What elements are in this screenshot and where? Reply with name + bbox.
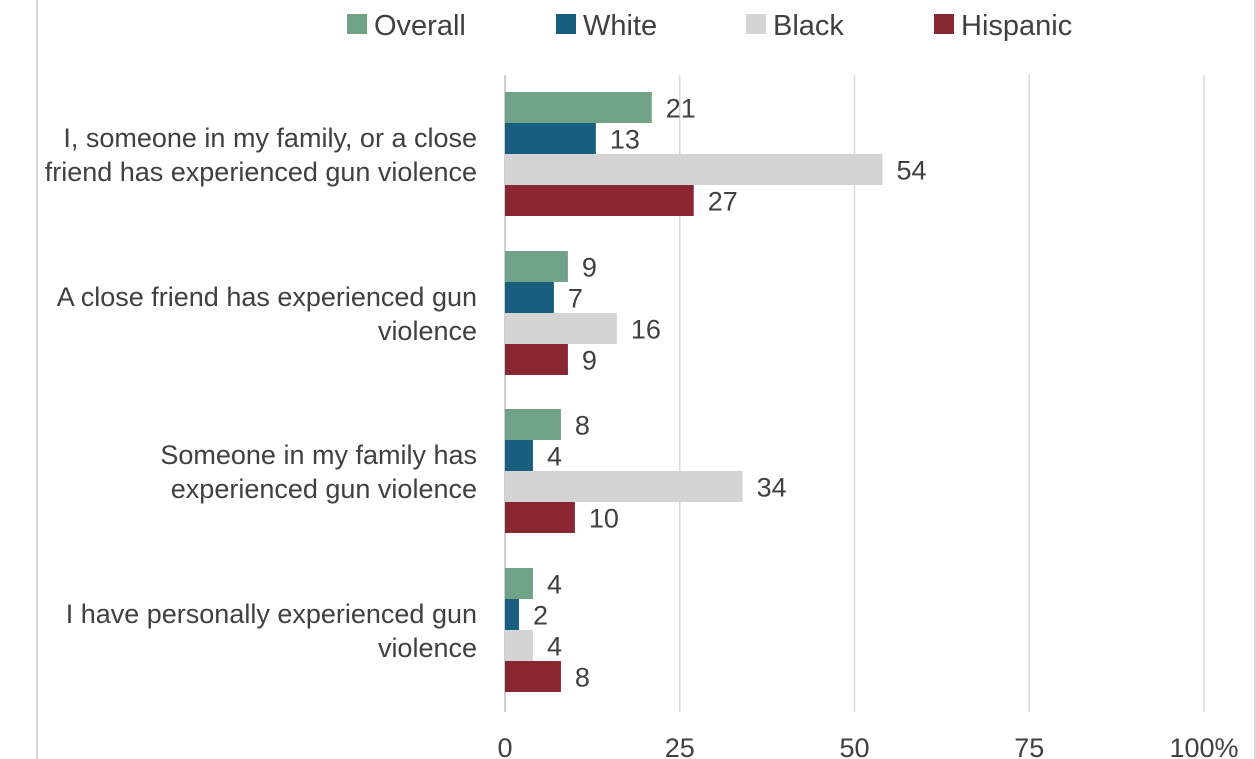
legend-swatch — [556, 14, 576, 34]
legend-item-black: Black — [746, 10, 844, 42]
legend: Overall White Black Hispanic — [347, 10, 1072, 42]
x-tick-label: 0 — [497, 733, 512, 759]
bar-white — [505, 440, 533, 471]
category-label: A close friend has experienced gun violen… — [57, 282, 477, 346]
bar-overall — [505, 409, 561, 440]
bar-hispanic — [505, 661, 561, 692]
data-label: 2 — [533, 601, 548, 631]
legend-label: White — [583, 10, 657, 42]
bar-overall — [505, 568, 533, 599]
data-label: 21 — [666, 94, 696, 124]
x-tick-label: 25 — [665, 733, 695, 759]
data-label: 10 — [589, 504, 619, 534]
data-label: 4 — [547, 632, 562, 662]
category-labels: I, someone in my family, or a close frien… — [45, 123, 477, 663]
bar-white — [505, 123, 596, 154]
bar-black — [505, 630, 533, 661]
tick-labels: 0 25 50 75 100% — [497, 733, 1238, 759]
legend-item-overall: Overall — [347, 10, 466, 42]
bar-hispanic — [505, 185, 694, 216]
data-label: 8 — [575, 411, 590, 441]
data-label: 4 — [547, 442, 562, 472]
legend-label: Overall — [374, 10, 466, 42]
bar-hispanic — [505, 344, 568, 375]
data-label: 16 — [631, 315, 661, 345]
bar-overall — [505, 251, 568, 282]
data-label: 27 — [708, 187, 738, 217]
legend-swatch — [934, 14, 954, 34]
data-label: 8 — [575, 663, 590, 693]
data-label: 9 — [582, 346, 597, 376]
legend-label: Hispanic — [961, 10, 1072, 42]
legend-swatch — [746, 14, 766, 34]
x-tick-label: 75 — [1014, 733, 1044, 759]
bar-black — [505, 313, 617, 344]
category-label: Someone in my family has experienced gun … — [160, 440, 477, 504]
category-label: I have personally experienced gun violenc… — [66, 599, 477, 663]
legend-item-hispanic: Hispanic — [934, 10, 1072, 42]
bar-hispanic — [505, 502, 575, 533]
bar-black — [505, 471, 743, 502]
bar-white — [505, 599, 519, 630]
data-label: 9 — [582, 253, 597, 283]
legend-item-white: White — [556, 10, 657, 42]
data-label: 7 — [568, 284, 583, 314]
data-label: 34 — [757, 473, 787, 503]
data-label: 4 — [547, 570, 562, 600]
category-label: I, someone in my family, or a close frien… — [45, 123, 477, 187]
data-label: 54 — [896, 156, 926, 186]
legend-swatch — [347, 14, 367, 34]
x-tick-label: 100% — [1169, 733, 1238, 759]
bar-black — [505, 154, 883, 185]
x-tick-label: 50 — [839, 733, 869, 759]
bars — [505, 92, 883, 692]
bar-white — [505, 282, 554, 313]
bar-overall — [505, 92, 652, 123]
chart-border — [36, 0, 1256, 759]
legend-label: Black — [773, 10, 844, 42]
data-label: 13 — [610, 125, 640, 155]
